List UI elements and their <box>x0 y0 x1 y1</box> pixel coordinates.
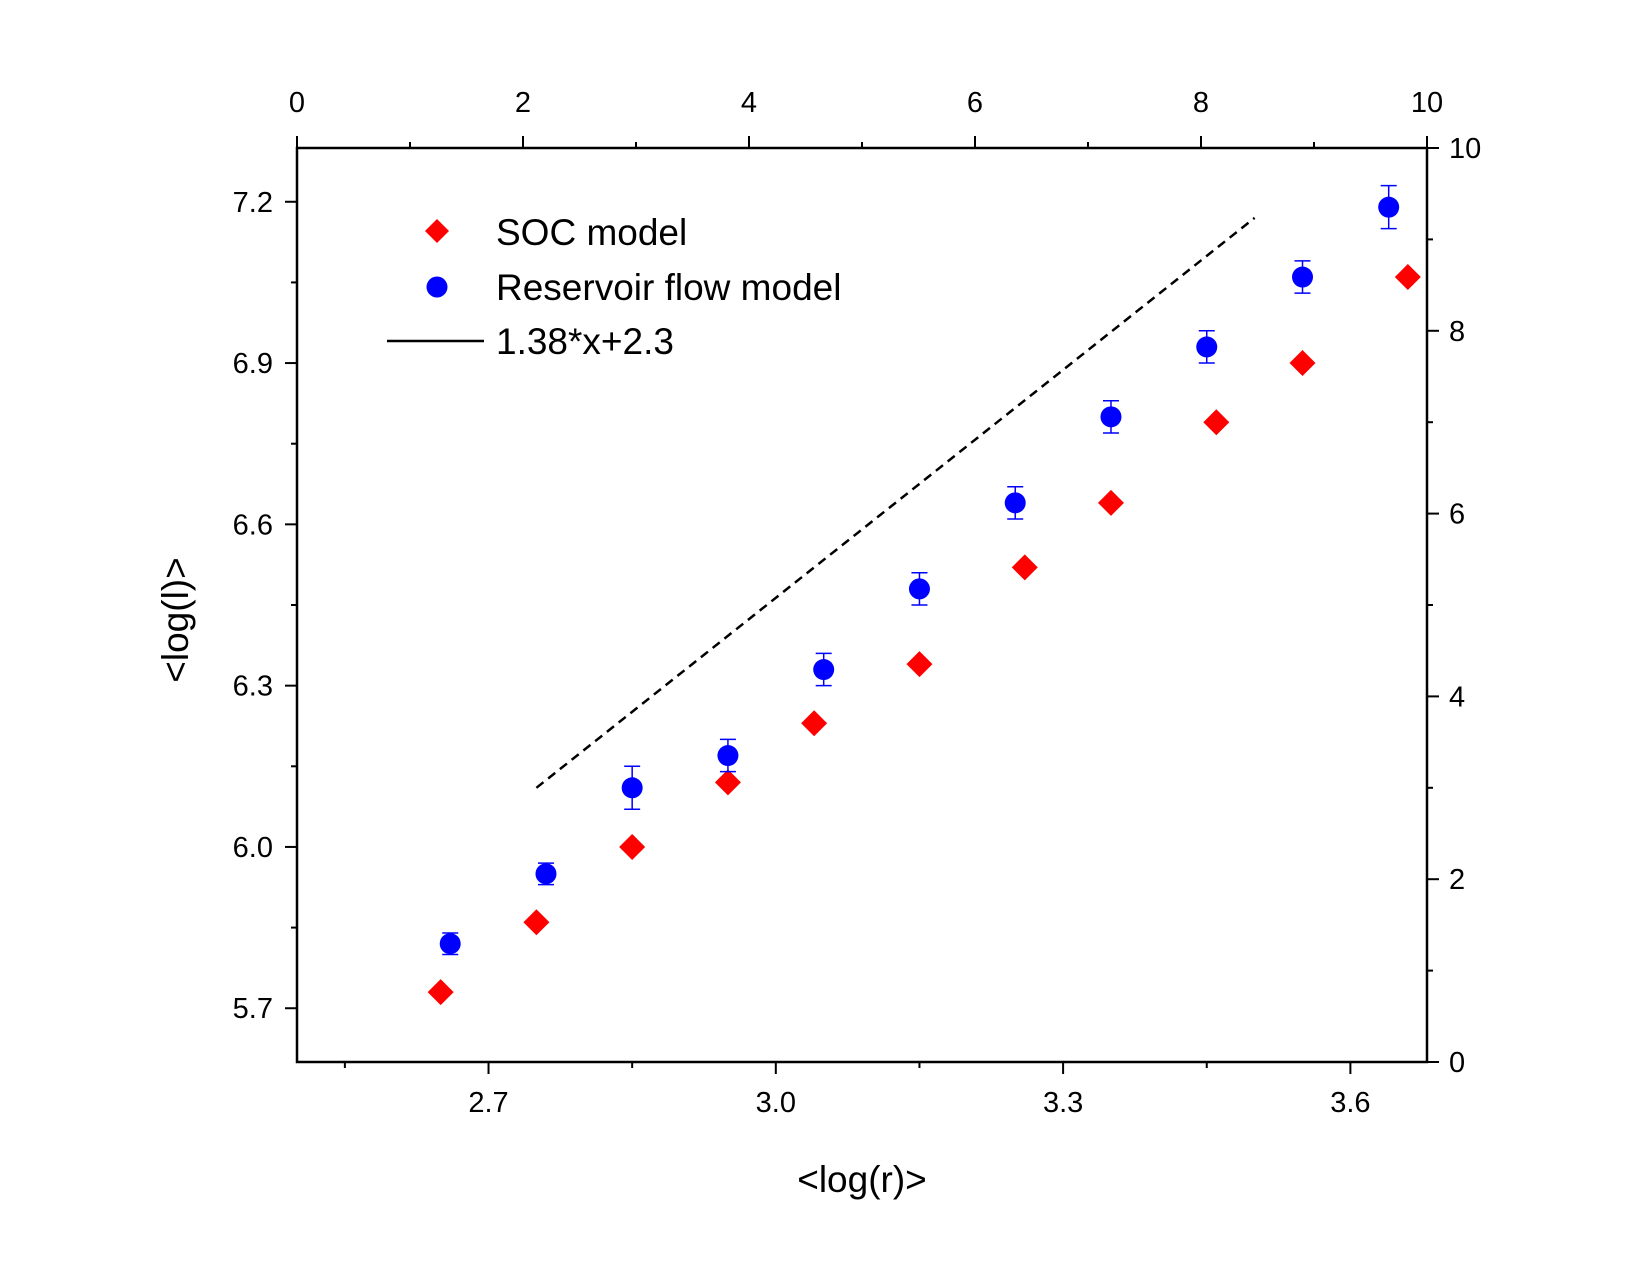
top-tick-label: 0 <box>289 87 305 119</box>
reservoir-point <box>535 863 557 885</box>
soc-point <box>1289 350 1316 377</box>
right-tick-label: 10 <box>1449 133 1481 165</box>
y-tick-label: 5.7 <box>233 993 273 1025</box>
markers-layer <box>427 184 1421 1006</box>
top-tick-label: 2 <box>515 87 531 119</box>
fit-line <box>535 216 1256 789</box>
tick-labels: 2.7 3.0 3.3 3.6 5.7 6.0 6.3 6.6 6.9 7.2 0 2 4 6 8 10 0 2 4… <box>233 87 1482 1119</box>
y-tick-label: 7.2 <box>233 187 273 219</box>
legend-reservoir-label: Reservoir flow model <box>496 267 841 308</box>
reservoir-point <box>1378 196 1400 218</box>
reservoir-point <box>1292 266 1314 288</box>
legend-soc-label: SOC model <box>496 212 687 253</box>
right-tick-label: 0 <box>1449 1047 1465 1079</box>
top-tick-label: 6 <box>967 87 983 119</box>
top-tick-label: 10 <box>1411 87 1443 119</box>
y-axis-title: <log(l)> <box>155 557 196 682</box>
right-tick-label: 8 <box>1449 316 1465 348</box>
reservoir-point <box>1004 492 1026 514</box>
soc-point <box>714 769 741 796</box>
x-tick-label: 2.7 <box>468 1087 508 1119</box>
soc-point <box>906 651 933 678</box>
x-tick-label: 3.0 <box>756 1087 796 1119</box>
legend-line-label: 1.38*x+2.3 <box>496 321 674 362</box>
legend: SOC model Reservoir flow model 1.38*x+2.3 <box>387 212 841 362</box>
reservoir-point <box>621 777 643 799</box>
x-axis-title: <log(r)> <box>797 1159 927 1200</box>
top-tick-label: 8 <box>1193 87 1209 119</box>
y-tick-label: 6.9 <box>233 348 273 380</box>
top-tick-label: 4 <box>741 87 757 119</box>
reservoir-point <box>439 933 461 955</box>
y-tick-label: 6.6 <box>233 509 273 541</box>
soc-point <box>801 710 828 737</box>
reservoir-point <box>908 578 930 600</box>
right-tick-label: 2 <box>1449 864 1465 896</box>
soc-point <box>1011 554 1038 581</box>
x-tick-label: 3.6 <box>1330 1087 1370 1119</box>
right-tick-label: 4 <box>1449 681 1465 713</box>
soc-point <box>1394 264 1421 291</box>
fit-line-layer <box>535 216 1256 789</box>
y-tick-label: 6.3 <box>233 671 273 703</box>
reservoir-point <box>813 659 835 681</box>
soc-point <box>427 979 454 1006</box>
y-tick-label: 6.0 <box>233 832 273 864</box>
reservoir-point <box>1100 406 1122 428</box>
legend-soc-marker <box>425 219 449 243</box>
soc-point <box>1203 409 1230 436</box>
reservoir-point <box>717 745 739 767</box>
axis-ticks <box>285 136 1439 1074</box>
reservoir-point <box>1196 336 1218 358</box>
soc-point <box>523 909 550 936</box>
x-tick-label: 3.3 <box>1043 1087 1083 1119</box>
right-tick-label: 6 <box>1449 499 1465 531</box>
legend-reservoir-marker <box>426 276 448 298</box>
soc-point <box>619 833 646 860</box>
soc-point <box>1097 489 1124 516</box>
plot-frame <box>295 146 1429 1064</box>
